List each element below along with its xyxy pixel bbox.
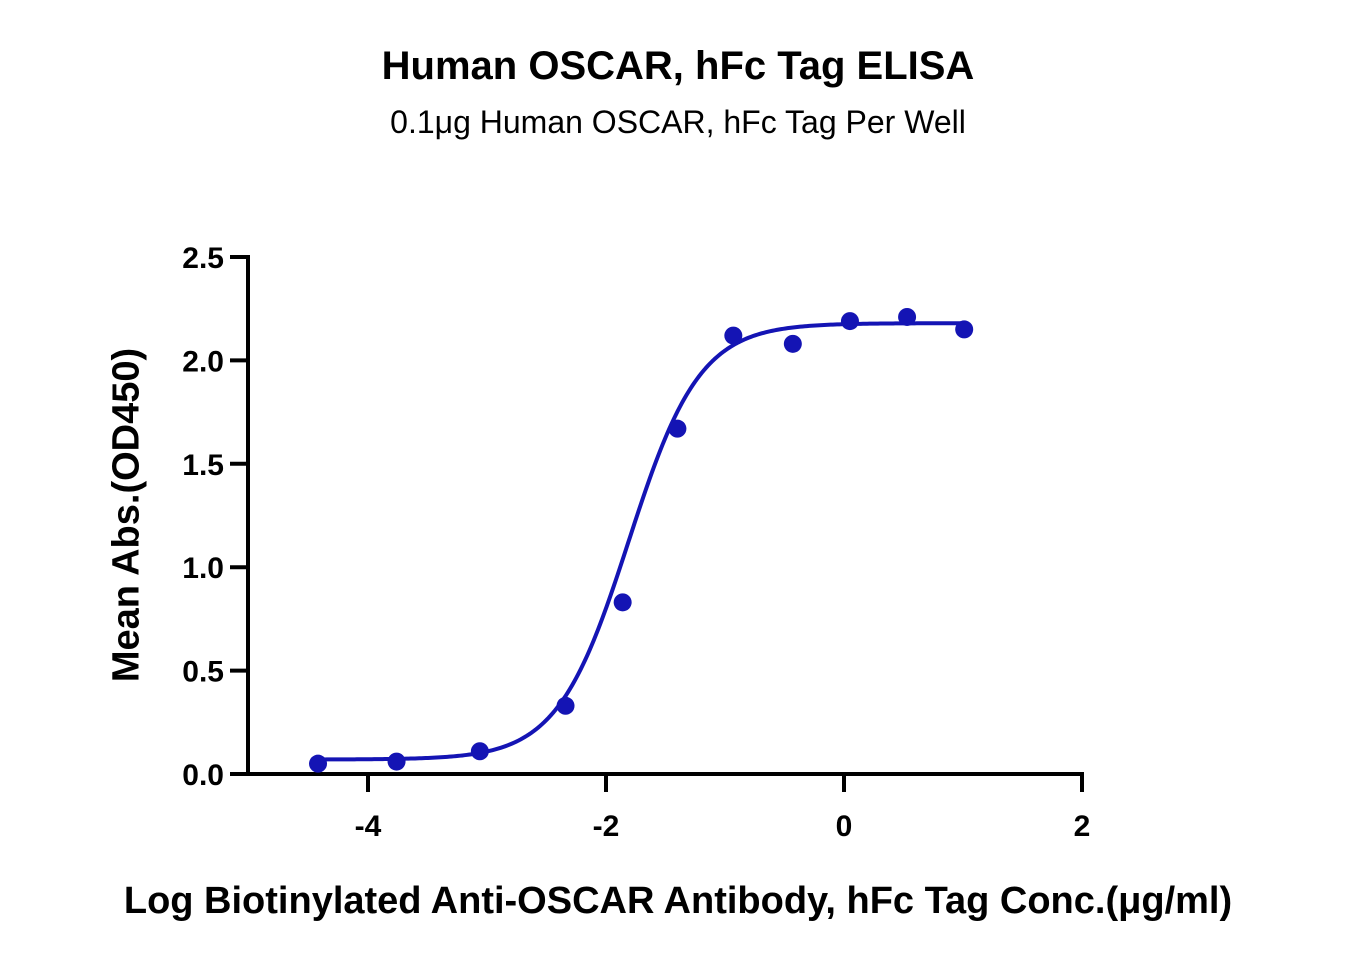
y-tick-label: 2.5 bbox=[182, 242, 224, 275]
y-tick-label: 0.5 bbox=[182, 656, 224, 689]
fit-curve bbox=[316, 321, 967, 762]
chart-subtitle: 0.1μg Human OSCAR, hFc Tag Per Well bbox=[390, 104, 966, 140]
data-point bbox=[955, 320, 974, 339]
chart-title: Human OSCAR, hFc Tag ELISA bbox=[381, 44, 975, 88]
data-point bbox=[387, 752, 406, 771]
x-tick-label: 2 bbox=[1074, 810, 1091, 843]
x-axis-label: Log Biotinylated Anti-OSCAR Antibody, hF… bbox=[123, 880, 1233, 922]
data-point bbox=[783, 334, 802, 353]
data-point bbox=[898, 307, 917, 326]
y-tick-label: 2.0 bbox=[182, 345, 224, 378]
y-tick-label: 1.5 bbox=[182, 449, 224, 482]
data-point bbox=[309, 754, 328, 773]
data-point bbox=[840, 312, 859, 331]
x-tick-label: 0 bbox=[836, 810, 853, 843]
data-point bbox=[668, 419, 687, 438]
y-axis-label: Mean Abs.(OD450) bbox=[105, 347, 148, 683]
data-point bbox=[613, 593, 632, 612]
data-points bbox=[309, 307, 974, 773]
x-tick-label: -4 bbox=[355, 810, 382, 843]
data-point bbox=[724, 326, 743, 345]
data-point bbox=[470, 742, 489, 761]
x-tick-label: -2 bbox=[593, 810, 620, 843]
y-tick-label: 0.0 bbox=[182, 759, 224, 792]
y-tick-label: 1.0 bbox=[182, 552, 224, 585]
data-point bbox=[556, 696, 575, 715]
fit-curve-group bbox=[316, 321, 967, 762]
axes: 0.0 0.5 1.0 1.5 2.0 2.5 -4 -2 0 2 bbox=[182, 242, 1090, 843]
